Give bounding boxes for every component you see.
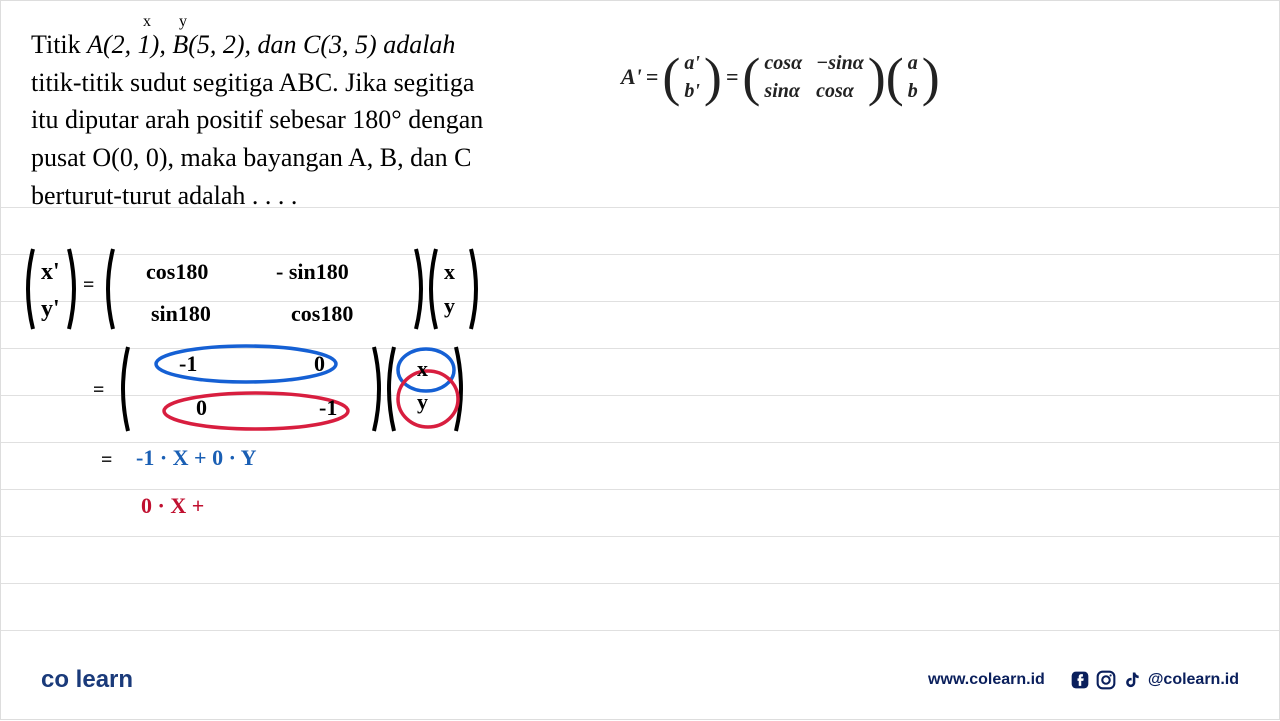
hw-zero: 0 — [314, 351, 325, 377]
matrix-col-2: −sinα cosα — [812, 49, 868, 105]
question-text: Titik A(2, 1), B(5, 2), dan C(3, 5) adal… — [31, 26, 581, 214]
footer: co learn www.colearn.id @colearn.id — [41, 666, 1239, 694]
var-b: b — [908, 80, 918, 102]
q-line4: pusat O(0, 0), maka bayangan A, B, dan C — [31, 143, 471, 172]
instagram-icon — [1096, 670, 1116, 690]
svg-text:x': x' — [41, 259, 60, 285]
paren-open-1: ( — [662, 53, 680, 102]
matrix-col-ab-prime: a' b' — [680, 49, 704, 105]
b-prime: b' — [684, 80, 700, 102]
lined-paper-bg — [1, 161, 1279, 639]
q-line5: berturut-turut adalah . . . . — [31, 181, 297, 210]
rotation-formula: A' = ( a' b' ) = ( cosα sinα −sinα cosα … — [621, 49, 940, 105]
matrix-col-ab: a b — [904, 49, 922, 105]
svg-text:x: x — [444, 259, 455, 284]
svg-text:y: y — [444, 293, 455, 318]
equals-1: = — [642, 64, 663, 90]
hw-zero2: 0 — [196, 395, 207, 421]
q-line2: titik-titik sudut segitiga ABC. Jika seg… — [31, 68, 474, 97]
neg-sin-alpha: −sinα — [816, 52, 864, 74]
paren-close-3: ) — [922, 53, 940, 102]
hw-x2: x — [417, 356, 428, 382]
svg-text:=: = — [83, 274, 94, 296]
paren-close-1: ) — [704, 53, 722, 102]
hw-eq2: = — [101, 449, 112, 472]
hw-sin180: sin180 — [151, 301, 211, 327]
tiktok-icon — [1122, 670, 1142, 690]
hw-blue-expr: -1 · X + 0 · Y — [136, 445, 257, 471]
hw-red-expr: 0 · X + — [141, 493, 204, 519]
A-prime-label: A' — [621, 64, 642, 90]
paren-close-2: ) — [868, 53, 886, 102]
hw-neg-sin180: - sin180 — [276, 259, 349, 285]
facebook-icon — [1070, 670, 1090, 690]
hw-y2: y — [417, 389, 428, 415]
hw-eq1: = — [93, 379, 104, 402]
footer-handle: @colearn.id — [1148, 671, 1239, 689]
paren-open-3: ( — [886, 53, 904, 102]
hw-cos180: cos180 — [146, 259, 208, 285]
social-row: @colearn.id — [1070, 670, 1239, 690]
q-pointC: C(3, 5) adalah — [303, 30, 455, 59]
paren-open-2: ( — [742, 53, 760, 102]
q-pointA: A(2, 1), — [87, 30, 172, 59]
q-line1-pre: Titik — [31, 30, 87, 59]
q-line3: itu diputar arah positif sebesar 180° de… — [31, 105, 483, 134]
hw-parens-row1: x' y' = x y — [21, 241, 491, 341]
brand-logo: co learn — [41, 666, 133, 694]
svg-text:y': y' — [41, 296, 60, 322]
sin-alpha-1: sinα — [764, 80, 802, 102]
hw-neg1: -1 — [179, 351, 197, 377]
cos-alpha-1: cosα — [764, 52, 802, 74]
cos-alpha-2: cosα — [816, 80, 864, 102]
footer-url: www.colearn.id — [928, 671, 1045, 689]
matrix-col-1: cosα sinα — [760, 49, 812, 105]
var-a: a — [908, 52, 918, 74]
hw-parens-row2 — [116, 341, 486, 441]
q-pointB: B(5, 2), dan — [172, 30, 303, 59]
a-prime: a' — [684, 52, 700, 74]
equals-2: = — [722, 64, 743, 90]
hw-cos180-2: cos180 — [291, 301, 353, 327]
hw-neg1-2: -1 — [319, 395, 337, 421]
footer-right: www.colearn.id @colearn.id — [928, 670, 1239, 690]
